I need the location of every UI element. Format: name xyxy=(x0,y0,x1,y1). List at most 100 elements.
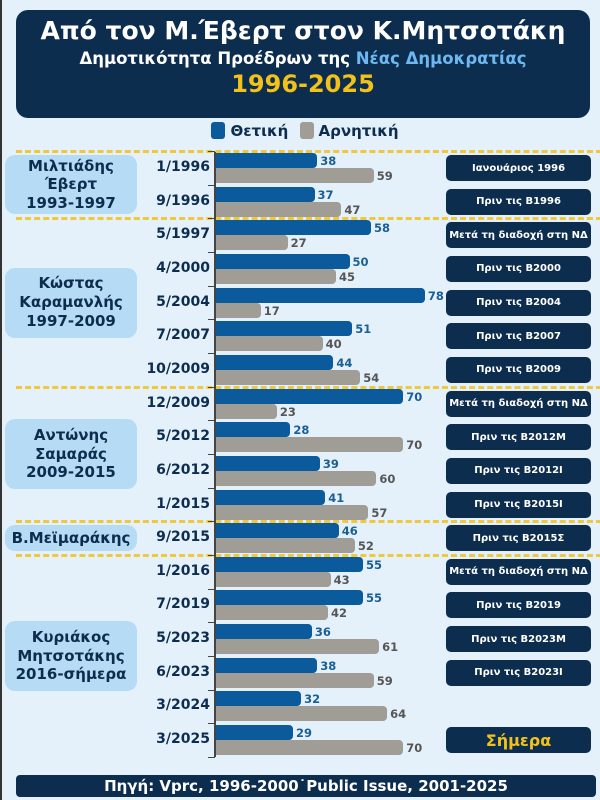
negative-bar xyxy=(215,706,388,722)
axis-tick xyxy=(208,723,215,725)
group-label-4: Κυριάκος Μητσοτάκης 2016-σήμερα xyxy=(5,620,137,691)
negative-value-label: 54 xyxy=(363,370,380,385)
category-label: 1/1996 xyxy=(156,159,210,175)
positive-value-label: 70 xyxy=(406,389,423,404)
negative-value-label: 45 xyxy=(339,269,356,284)
negative-value-label: 40 xyxy=(325,337,342,352)
positive-bar xyxy=(215,523,339,539)
positive-value-label: 29 xyxy=(296,726,313,741)
negative-bar xyxy=(215,369,361,385)
positive-bar xyxy=(215,253,350,269)
note-badge: Πριν τις Β2015Σ xyxy=(446,525,591,552)
axis-tick xyxy=(208,756,215,758)
category-label: 6/2012 xyxy=(156,461,210,478)
legend-label-positive: Θετική xyxy=(230,122,289,140)
positive-value-label: 38 xyxy=(320,154,337,168)
positive-bar xyxy=(215,725,293,741)
note-badge: Μετά τη διαδοχή στη ΝΔ xyxy=(446,390,591,417)
axis-tick xyxy=(208,655,215,657)
category-label: 9/2015 xyxy=(156,529,210,546)
title-banner: Από τον Μ.Έβερτ στον Κ.Μητσοτάκη Δημοτικ… xyxy=(16,10,590,118)
note-badge: Πριν τις Β2019 xyxy=(446,592,591,619)
axis-tick xyxy=(208,285,215,287)
source-footer: Πηγή: Vprc, 1996-2000˙Public Issue, 2001… xyxy=(16,775,596,797)
category-label: 7/2007 xyxy=(156,327,210,344)
legend-swatch-negative xyxy=(299,122,314,139)
positive-value-label: 36 xyxy=(314,625,331,640)
negative-value-label: 27 xyxy=(290,236,307,251)
negative-value-label: 42 xyxy=(330,606,347,621)
positive-value-label: 58 xyxy=(374,221,391,236)
note-badge: Πριν τις Β2023Μ xyxy=(446,626,591,653)
category-label: 12/2009 xyxy=(146,394,210,411)
positive-bar xyxy=(215,691,302,707)
axis-tick xyxy=(208,554,215,556)
negative-value-label: 60 xyxy=(379,471,396,486)
negative-value-label: 52 xyxy=(357,539,374,554)
negative-bar xyxy=(215,201,342,217)
negative-bar xyxy=(215,740,404,756)
axis-tick xyxy=(208,218,215,220)
axis-tick xyxy=(208,252,215,254)
positive-bar xyxy=(215,388,404,404)
subtitle: Δημοτικότητα Προέδρων της Νέας Δημοκρατί… xyxy=(16,49,590,68)
axis-tick xyxy=(208,622,215,624)
category-label: 3/2024 xyxy=(156,697,210,714)
group-divider xyxy=(16,553,600,557)
negative-bar xyxy=(215,571,331,587)
note-badge: Ιανουάριος 1996 xyxy=(446,155,591,181)
positive-bar xyxy=(215,220,372,236)
legend-label-negative: Αρνητική xyxy=(318,122,399,140)
negative-value-label: 43 xyxy=(333,572,350,587)
negative-bar xyxy=(215,336,323,352)
note-badge: Πριν τις Β2007 xyxy=(446,323,591,350)
axis-tick xyxy=(208,319,215,321)
positive-value-label: 41 xyxy=(328,490,345,505)
axis-tick xyxy=(208,151,215,153)
negative-value-label: 64 xyxy=(390,707,407,722)
category-label: 1/2016 xyxy=(156,562,210,579)
note-badge: Μετά τη διαδοχή στη ΝΔ xyxy=(446,558,591,585)
legend-swatch-positive xyxy=(211,122,226,139)
positive-bar xyxy=(215,321,353,337)
positive-value-label: 51 xyxy=(355,322,372,337)
note-badge: Πριν τις Β2023Ι xyxy=(446,659,591,686)
positive-bar xyxy=(215,590,363,606)
negative-bar xyxy=(215,672,374,688)
note-badge: Πριν τις Β2004 xyxy=(446,289,591,316)
positive-value-label: 39 xyxy=(322,456,339,471)
axis-tick xyxy=(208,454,215,456)
negative-bar xyxy=(215,504,369,520)
negative-value-label: 70 xyxy=(406,741,423,756)
axis-tick xyxy=(208,521,215,523)
note-badge: Μετά τη διαδοχή στη ΝΔ xyxy=(446,222,591,249)
group-divider xyxy=(16,385,600,389)
category-label: 3/2025 xyxy=(156,731,210,748)
years-range: 1996-2025 xyxy=(231,70,375,98)
positive-value-label: 44 xyxy=(336,355,353,370)
positive-value-label: 78 xyxy=(427,288,444,303)
category-label: 9/1996 xyxy=(156,192,210,209)
legend: Θετική Αρνητική xyxy=(2,122,600,140)
positive-bar xyxy=(215,657,318,673)
positive-bar xyxy=(215,153,318,168)
negative-bar xyxy=(215,639,380,655)
positive-value-label: 32 xyxy=(304,692,321,707)
note-badge: Πριν τις Β2012Μ xyxy=(446,424,591,451)
category-label: 5/2012 xyxy=(156,428,210,445)
category-label: 7/2019 xyxy=(156,596,210,613)
axis-tick xyxy=(208,689,215,691)
negative-bar xyxy=(215,470,377,486)
group-label-0: Μιλτιάδης Έβερτ 1993-1997 xyxy=(5,155,137,215)
negative-bar xyxy=(215,302,261,318)
negative-value-label: 57 xyxy=(371,505,388,520)
positive-value-label: 46 xyxy=(341,524,358,539)
note-badge: Πριν τις Β1996 xyxy=(446,188,591,215)
axis-tick xyxy=(208,386,215,388)
subtitle-text: Δημοτικότητα Προέδρων της xyxy=(79,49,356,68)
positive-value-label: 55 xyxy=(365,591,382,606)
negative-value-label: 70 xyxy=(406,438,423,453)
group-label-3: Β.Μεϊμαράκης xyxy=(5,525,137,551)
negative-bar xyxy=(215,403,277,419)
note-badge: Πριν τις Β2000 xyxy=(446,255,591,282)
